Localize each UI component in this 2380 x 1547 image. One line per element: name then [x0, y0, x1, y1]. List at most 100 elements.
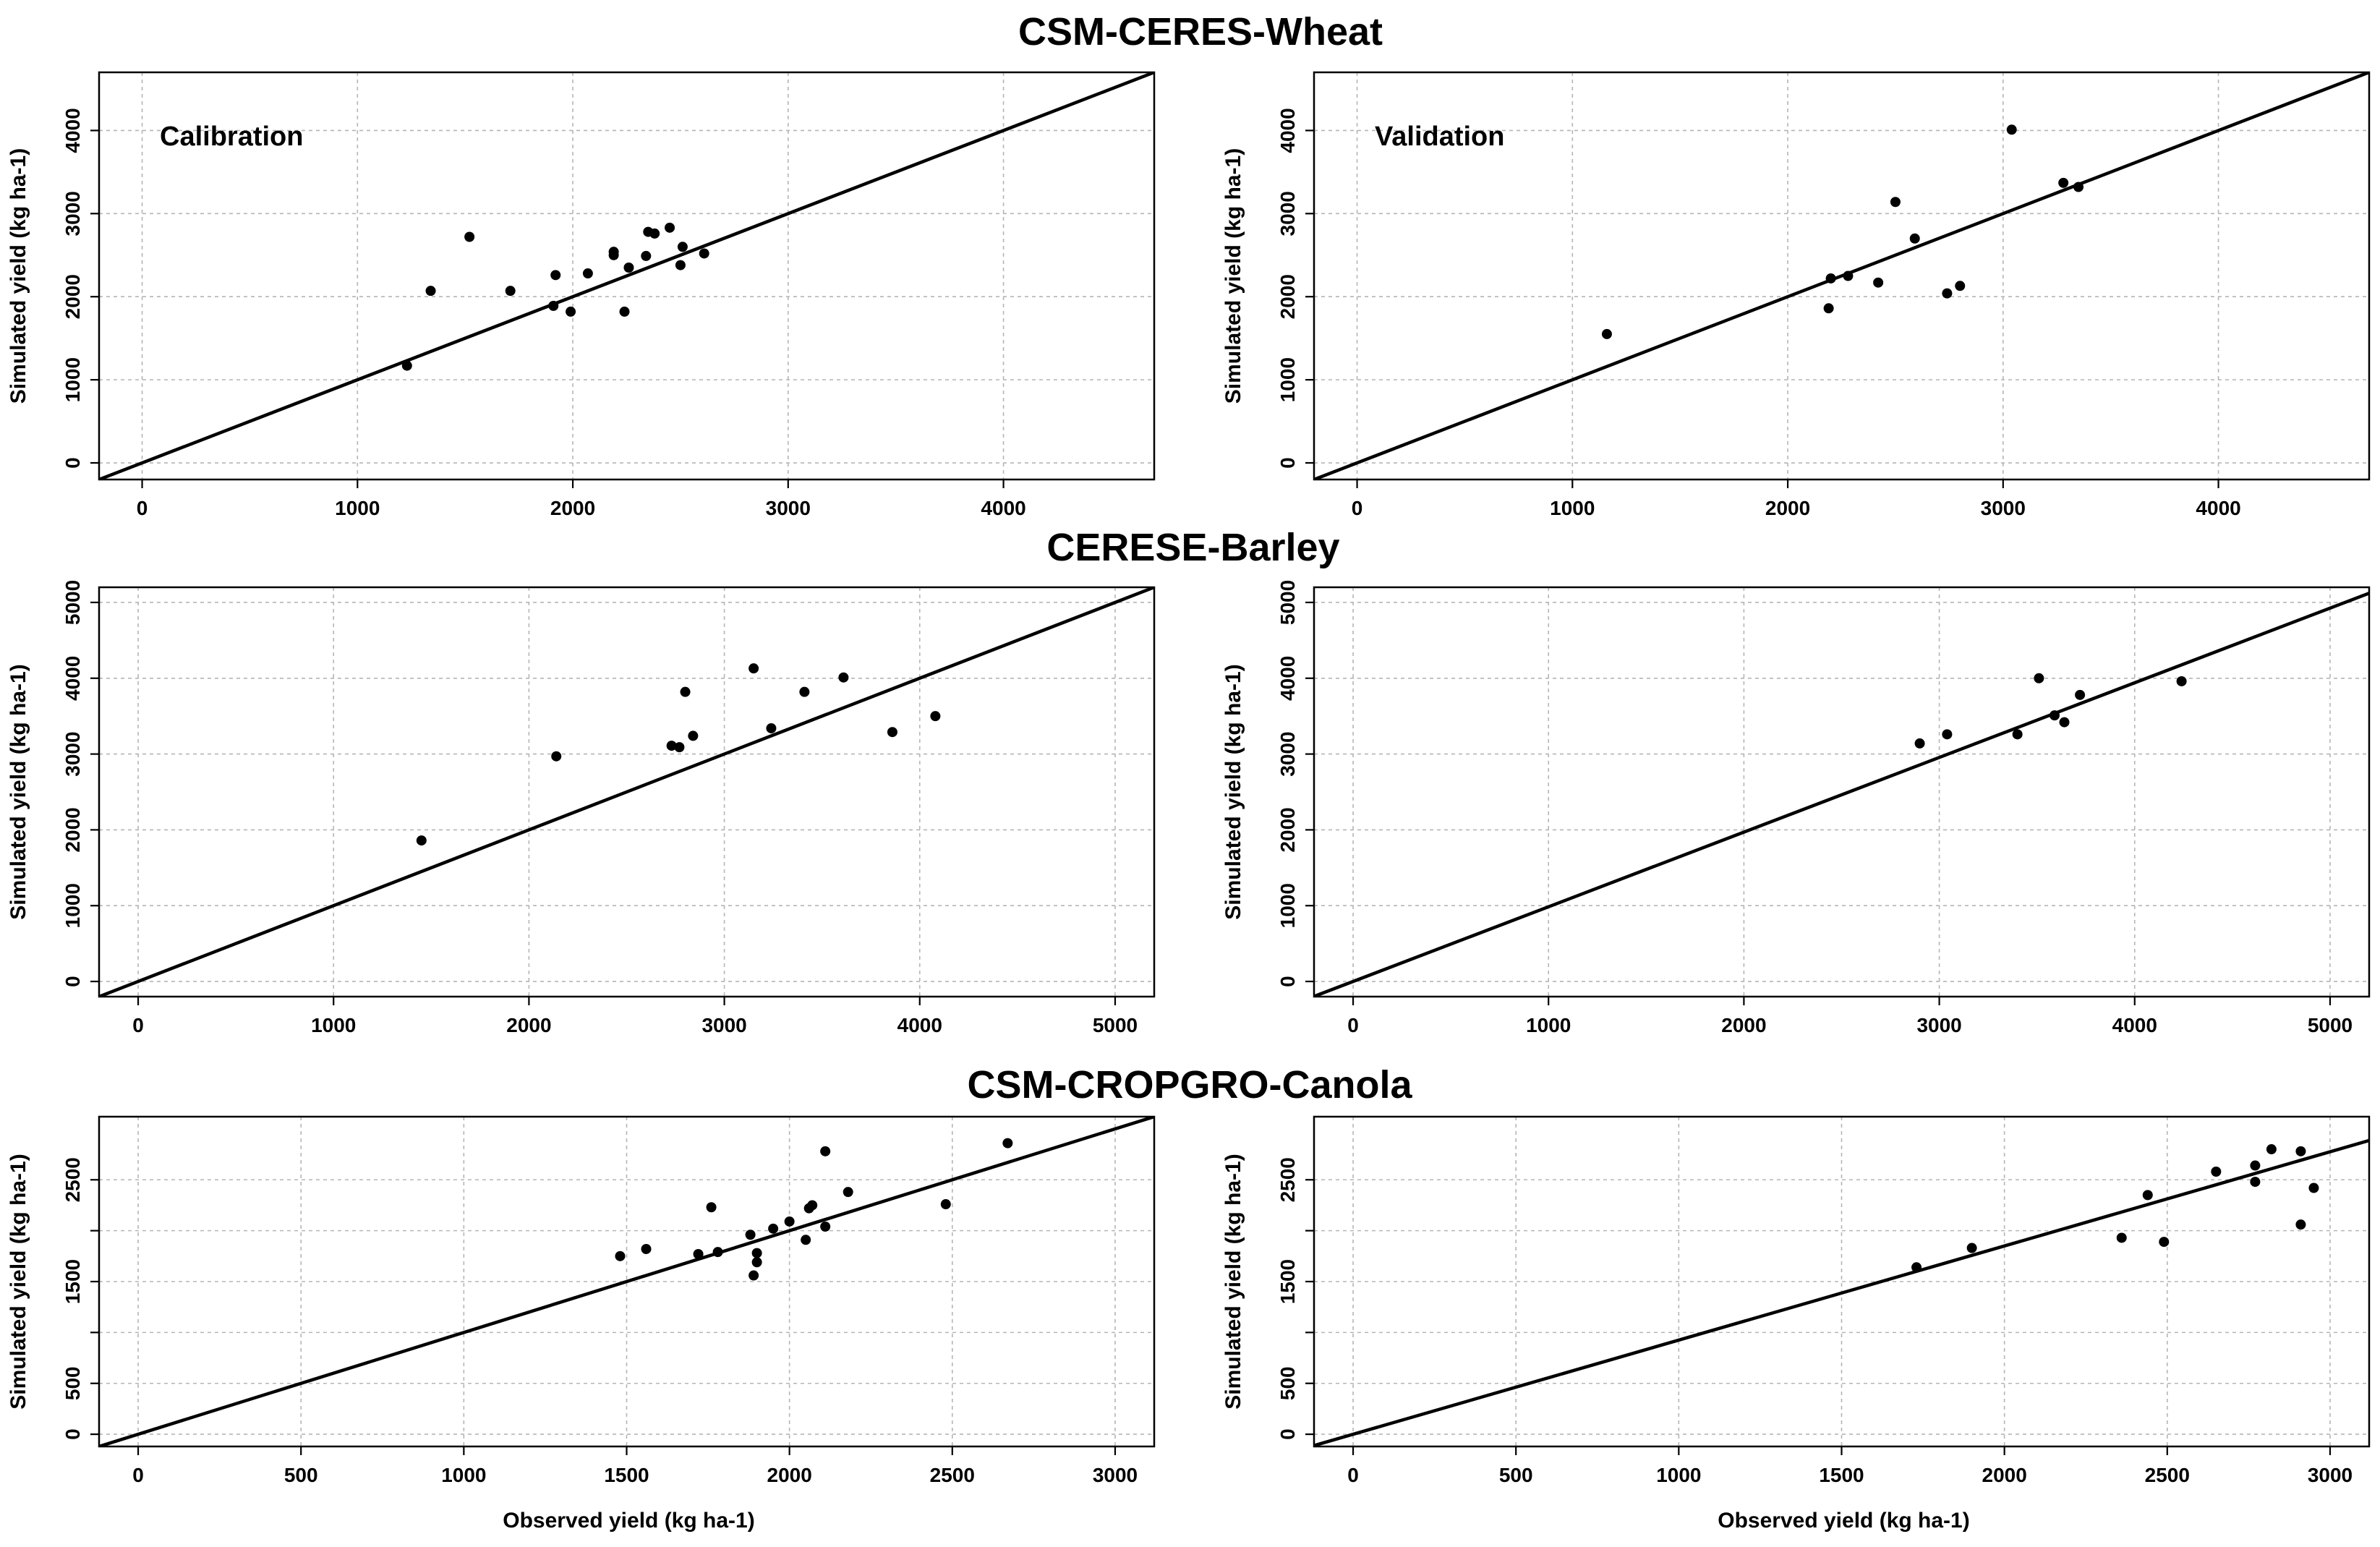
canola-calibration-data-point	[706, 1202, 717, 1213]
barley-calibration-data-point	[930, 711, 941, 722]
wheat-calibration-data-point	[699, 248, 709, 259]
canola-calibration-data-point	[801, 1235, 811, 1245]
wheat-calibration-data-point	[608, 247, 619, 257]
wheat-validation-annotation: Validation	[1375, 122, 1504, 152]
wheat-validation-data-point	[1873, 277, 1884, 288]
wheat-calibration-data-point	[623, 263, 634, 273]
barley-calibration-y-tick-label: 4000	[61, 656, 84, 701]
barley-validation-data-point	[2059, 717, 2070, 728]
barley-calibration-x-tick-label: 1000	[311, 1014, 356, 1036]
canola-validation-data-point	[2266, 1144, 2277, 1155]
canola-calibration-data-point	[751, 1257, 762, 1268]
canola-calibration-y-tick-label: 1500	[61, 1259, 84, 1304]
barley-calibration-y-axis-title: Simulated yield (kg ha-1)	[7, 664, 30, 919]
canola-calibration-data-point	[820, 1222, 831, 1232]
canola-calibration-x-tick-label: 2000	[767, 1464, 812, 1486]
wheat-validation-x-tick-label: 0	[1352, 497, 1363, 519]
canola-calibration-x-tick-label: 500	[284, 1464, 318, 1486]
canola-calibration-x-tick-label: 2500	[930, 1464, 975, 1486]
canola-validation-data-point	[2250, 1177, 2261, 1188]
wheat-validation-data-point	[1843, 270, 1854, 281]
barley-calibration-x-tick-label: 0	[132, 1014, 144, 1036]
wheat-calibration-data-point	[665, 222, 675, 233]
canola-validation-x-tick-label: 500	[1499, 1464, 1533, 1486]
barley-validation-y-axis-title: Simulated yield (kg ha-1)	[1221, 664, 1245, 919]
canola-validation-data-point	[2116, 1232, 2127, 1243]
barley-validation-y-tick-label: 4000	[1276, 656, 1299, 701]
canola-validation-x-axis-title: Observed yield (kg ha-1)	[1718, 1509, 1969, 1533]
canola-calibration-y-tick-label: 500	[61, 1366, 84, 1400]
wheat-validation-y-tick-label: 3000	[1276, 191, 1299, 236]
wheat-validation-x-tick-label: 1000	[1550, 497, 1595, 519]
canola-validation-x-tick-label: 1500	[1819, 1464, 1864, 1486]
wheat-calibration-x-tick-label: 3000	[766, 497, 811, 519]
barley-calibration-data-point	[680, 686, 691, 697]
wheat-validation-data-point	[1825, 273, 1836, 284]
canola-validation-y-tick-label: 0	[1276, 1428, 1299, 1440]
wheat-calibration-annotation: Calibration	[160, 122, 303, 152]
barley-validation-y-tick-label: 5000	[1276, 580, 1299, 625]
canola-calibration-data-point	[712, 1247, 723, 1258]
barley-calibration-x-tick-label: 3000	[701, 1014, 746, 1036]
wheat-validation-data-point	[2073, 182, 2084, 192]
wheat-calibration-data-point	[566, 306, 576, 317]
canola-validation-data-point	[2211, 1167, 2222, 1177]
wheat-calibration-y-tick-label: 2000	[61, 274, 84, 319]
barley-validation-data-point	[1914, 738, 1925, 749]
canola-validation-data-point	[2308, 1182, 2319, 1193]
canola-validation-y-tick-label: 1500	[1276, 1259, 1299, 1304]
wheat-calibration-y-tick-label: 0	[61, 457, 84, 469]
wheat-calibration-data-point	[619, 306, 630, 317]
wheat-calibration-x-tick-label: 4000	[981, 497, 1025, 519]
barley-validation-data-point	[2034, 673, 2044, 683]
canola-calibration-data-point	[641, 1243, 652, 1254]
wheat-calibration-y-tick-label: 3000	[61, 191, 84, 236]
wheat-validation-x-tick-label: 2000	[1765, 497, 1810, 519]
wheat-validation-one-to-one-line	[1314, 72, 2369, 480]
wheat-validation-y-tick-label: 1000	[1276, 357, 1299, 402]
canola-validation-data-point	[2295, 1146, 2306, 1156]
canola-calibration-data-point	[693, 1249, 704, 1259]
canola-validation-data-point	[2142, 1190, 2153, 1201]
canola-validation-y-tick-label: 500	[1276, 1366, 1299, 1400]
barley-validation-one-to-one-line	[1314, 592, 2369, 997]
wheat-validation-data-point	[1890, 197, 1901, 208]
canola-calibration-data-point	[843, 1187, 853, 1198]
canola-calibration-y-tick-label: 0	[61, 1428, 84, 1440]
wheat-calibration-one-to-one-line	[99, 72, 1154, 480]
canola-validation-data-point	[2250, 1160, 2261, 1171]
canola-validation-data-point	[2159, 1237, 2170, 1248]
barley-calibration-data-point	[748, 663, 759, 674]
canola-calibration-x-tick-label: 3000	[1093, 1464, 1138, 1486]
canola-calibration-data-point	[820, 1146, 831, 1156]
wheat-validation-data-point	[1823, 303, 1834, 314]
barley-validation-panel: 0 1000 2000 3000 4000 5000 0 1000 2000 3000 4000 50…	[1221, 580, 2371, 1036]
canola-calibration-data-point	[784, 1216, 795, 1227]
wheat-calibration-data-point	[677, 242, 688, 252]
wheat-calibration-data-point	[505, 286, 516, 297]
wheat-calibration-data-point	[641, 250, 652, 261]
barley-validation-x-tick-label: 4000	[2112, 1014, 2157, 1036]
wheat-calibration-x-tick-label: 0	[137, 497, 148, 519]
canola-validation-x-tick-label: 0	[1347, 1464, 1359, 1486]
wheat-validation-x-tick-label: 4000	[2196, 497, 2240, 519]
barley-calibration-y-tick-label: 1000	[61, 883, 84, 928]
canola-calibration-y-tick-label: 2500	[61, 1157, 84, 1202]
barley-calibration-y-tick-label: 3000	[61, 731, 84, 776]
barley-calibration-y-tick-label: 0	[61, 976, 84, 987]
canola-validation-panel: 0 500 1000 1500 2000 2500 3000 0 500 1500 2500 Simu…	[1221, 1115, 2371, 1533]
barley-calibration-x-tick-label: 2000	[506, 1014, 551, 1036]
wheat-validation-y-axis-title: Simulated yield (kg ha-1)	[1221, 148, 1245, 404]
barley-calibration-data-point	[416, 835, 427, 846]
wheat-validation-y-tick-label: 2000	[1276, 274, 1299, 319]
canola-calibration-one-to-one-line	[99, 1117, 1154, 1446]
wheat-validation-x-tick-label: 3000	[1981, 497, 2026, 519]
barley-calibration-data-point	[688, 730, 699, 741]
barley-validation-y-tick-label: 0	[1276, 976, 1299, 987]
canola-calibration-data-point	[615, 1250, 626, 1261]
barley-calibration-data-point	[666, 741, 677, 751]
barley-validation-x-tick-label: 1000	[1526, 1014, 1571, 1036]
wheat-validation-data-point	[1955, 281, 1966, 291]
wheat-calibration-data-point	[464, 231, 475, 242]
